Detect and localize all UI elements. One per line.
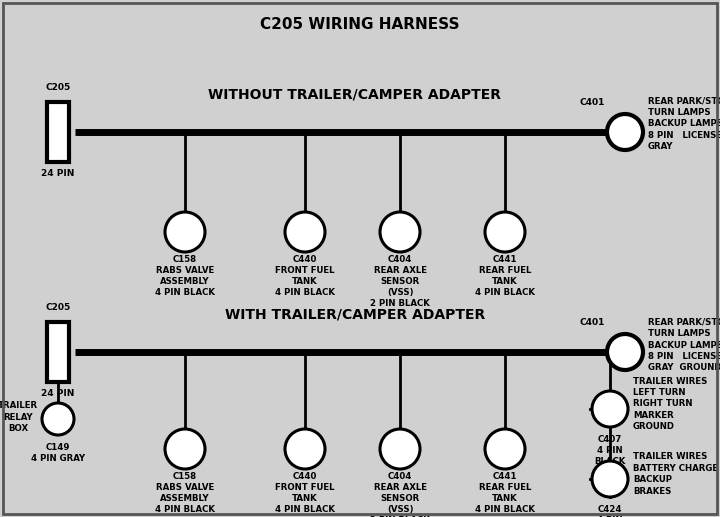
Circle shape — [485, 429, 525, 469]
Text: C424
4 PIN
GRAY: C424 4 PIN GRAY — [597, 505, 623, 517]
Circle shape — [285, 429, 325, 469]
Text: C205 WIRING HARNESS: C205 WIRING HARNESS — [260, 17, 460, 32]
Text: C401: C401 — [580, 98, 605, 107]
FancyBboxPatch shape — [47, 102, 69, 162]
Circle shape — [592, 391, 628, 427]
Text: TRAILER
RELAY
BOX: TRAILER RELAY BOX — [0, 401, 38, 433]
Text: REAR PARK/STOP
TURN LAMPS
BACKUP LAMPS
8 PIN   LICENSE LAMPS
GRAY: REAR PARK/STOP TURN LAMPS BACKUP LAMPS 8… — [648, 97, 720, 151]
Text: C205: C205 — [45, 303, 71, 312]
Text: C205: C205 — [45, 83, 71, 92]
Text: C404
REAR AXLE
SENSOR
(VSS)
2 PIN BLACK: C404 REAR AXLE SENSOR (VSS) 2 PIN BLACK — [370, 255, 430, 309]
Text: TRAILER WIRES
BATTERY CHARGE
BACKUP
BRAKES: TRAILER WIRES BATTERY CHARGE BACKUP BRAK… — [633, 452, 718, 496]
Text: 24 PIN: 24 PIN — [41, 389, 75, 398]
Text: TRAILER WIRES
LEFT TURN
RIGHT TURN
MARKER
GROUND: TRAILER WIRES LEFT TURN RIGHT TURN MARKE… — [633, 376, 707, 431]
Text: C404
REAR AXLE
SENSOR
(VSS)
2 PIN BLACK: C404 REAR AXLE SENSOR (VSS) 2 PIN BLACK — [370, 472, 430, 517]
Circle shape — [380, 212, 420, 252]
Circle shape — [42, 403, 74, 435]
Text: C407
4 PIN
BLACK: C407 4 PIN BLACK — [594, 435, 626, 466]
Text: C440
FRONT FUEL
TANK
4 PIN BLACK: C440 FRONT FUEL TANK 4 PIN BLACK — [275, 472, 335, 514]
Circle shape — [165, 429, 205, 469]
Circle shape — [485, 212, 525, 252]
Text: C149
4 PIN GRAY: C149 4 PIN GRAY — [31, 443, 85, 463]
Text: C441
REAR FUEL
TANK
4 PIN BLACK: C441 REAR FUEL TANK 4 PIN BLACK — [475, 472, 535, 514]
Text: C158
RABS VALVE
ASSEMBLY
4 PIN BLACK: C158 RABS VALVE ASSEMBLY 4 PIN BLACK — [155, 255, 215, 297]
Text: C401: C401 — [580, 318, 605, 327]
Text: C440
FRONT FUEL
TANK
4 PIN BLACK: C440 FRONT FUEL TANK 4 PIN BLACK — [275, 255, 335, 297]
Circle shape — [165, 212, 205, 252]
Text: WITHOUT TRAILER/CAMPER ADAPTER: WITHOUT TRAILER/CAMPER ADAPTER — [209, 88, 502, 102]
Text: WITH TRAILER/CAMPER ADAPTER: WITH TRAILER/CAMPER ADAPTER — [225, 308, 485, 322]
Circle shape — [607, 334, 643, 370]
Circle shape — [592, 461, 628, 497]
Circle shape — [607, 114, 643, 150]
Circle shape — [380, 429, 420, 469]
Circle shape — [285, 212, 325, 252]
Text: C441
REAR FUEL
TANK
4 PIN BLACK: C441 REAR FUEL TANK 4 PIN BLACK — [475, 255, 535, 297]
Text: 24 PIN: 24 PIN — [41, 169, 75, 178]
FancyBboxPatch shape — [47, 322, 69, 382]
Text: C158
RABS VALVE
ASSEMBLY
4 PIN BLACK: C158 RABS VALVE ASSEMBLY 4 PIN BLACK — [155, 472, 215, 514]
Text: REAR PARK/STOP
TURN LAMPS
BACKUP LAMPS
8 PIN   LICENSE LAMPS
GRAY  GROUND: REAR PARK/STOP TURN LAMPS BACKUP LAMPS 8… — [648, 317, 720, 372]
